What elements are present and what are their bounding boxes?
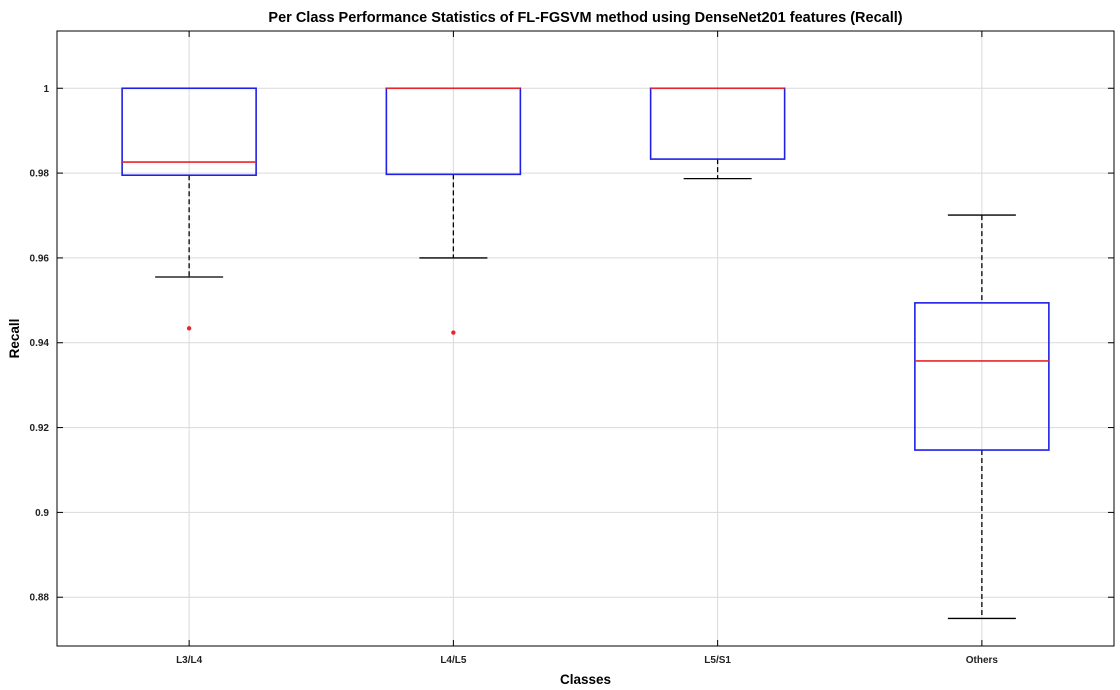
- y-tick-label: 1: [43, 84, 49, 95]
- y-tick-label: 0.9: [35, 508, 49, 519]
- box-plots: [121, 87, 1050, 620]
- y-axis-label: Recall: [7, 319, 22, 359]
- box-l4-l5: [385, 87, 522, 335]
- plot-frame: [56, 30, 1115, 647]
- y-tick-label: 0.94: [30, 338, 50, 349]
- outlier-point: [186, 326, 192, 331]
- x-tick-label: L4/L5: [440, 655, 467, 666]
- y-tick-label: 0.96: [30, 253, 50, 264]
- axis-ticks: 0.88 0.9 0.92 0.94 0.96 0.98 1 L3/L4 L4/L5 L5/S1 O…: [30, 31, 1114, 666]
- iqr-box: [914, 302, 1050, 451]
- y-tick-label: 0.98: [30, 169, 50, 180]
- iqr-box: [121, 87, 257, 177]
- box-l3-l4: [121, 87, 257, 331]
- chart-title: Per Class Performance Statistics of FL-F…: [268, 10, 902, 26]
- box-l5-s1: [649, 87, 786, 180]
- x-tick-label: L3/L4: [176, 655, 203, 666]
- grid-lines: [57, 31, 1114, 646]
- outlier-point: [451, 330, 456, 335]
- y-tick-label: 0.88: [30, 593, 50, 604]
- x-tick-label: L5/S1: [704, 655, 731, 666]
- x-axis-label: Classes: [560, 672, 611, 687]
- box-others: [914, 214, 1050, 620]
- y-tick-label: 0.92: [30, 423, 50, 434]
- x-tick-label: Others: [966, 655, 999, 666]
